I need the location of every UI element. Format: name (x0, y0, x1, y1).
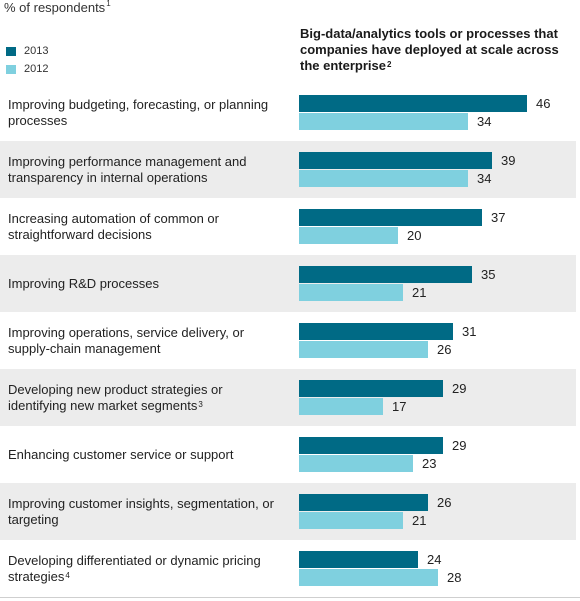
category-label: Improving operations, service delivery, … (8, 324, 245, 356)
chart-row: Improving R&D processes 35 21 (0, 255, 576, 312)
chart-row: Improving customer insights, segmentatio… (0, 483, 576, 540)
chart-row: Improving budgeting, forecasting, or pla… (0, 84, 576, 141)
value-label-2012: 21 (412, 285, 427, 300)
bar-2012 (299, 398, 383, 415)
value-label-2013: 29 (452, 381, 467, 396)
chart-title-footnote: 2 (386, 60, 392, 69)
value-label-2013: 37 (491, 210, 506, 225)
value-label-2013: 24 (427, 552, 442, 567)
bar-2013 (299, 437, 443, 454)
category-footnote: 3 (198, 399, 203, 409)
value-label-2013: 35 (481, 267, 496, 282)
value-label-2012: 23 (422, 456, 437, 471)
bar-2013 (299, 209, 482, 226)
value-label-2013: 26 (437, 495, 452, 510)
bar-2012 (299, 512, 403, 529)
bar-2012 (299, 569, 438, 586)
value-label-2013: 46 (536, 96, 551, 111)
category-label: Improving performance management and tra… (8, 153, 247, 185)
bottom-divider (0, 597, 580, 598)
chart-title: Big-data/analytics tools or processes th… (300, 26, 559, 73)
bar-2013 (299, 323, 453, 340)
bar-2012 (299, 455, 413, 472)
category-label: Developing new product strategies or ide… (8, 381, 223, 413)
category-label: Improving customer insights, segmentatio… (8, 495, 274, 527)
category-footnote: 4 (65, 570, 70, 580)
chart-row: Improving operations, service delivery, … (0, 312, 576, 369)
legend-item-2013: 2013 (6, 42, 48, 60)
bar-2013 (299, 551, 418, 568)
legend-label-2013: 2013 (24, 45, 49, 57)
chart-row: Developing new product strategies or ide… (0, 369, 576, 426)
bar-2013 (299, 95, 527, 112)
bar-2012 (299, 113, 468, 130)
category-label: Increasing automation of common or strai… (8, 210, 219, 242)
value-label-2012: 34 (477, 114, 492, 129)
chart-row: Enhancing customer service or support 29 2… (0, 426, 576, 483)
bar-2012 (299, 227, 398, 244)
bar-2013 (299, 266, 472, 283)
bar-2012 (299, 170, 468, 187)
value-label-2012: 20 (407, 228, 422, 243)
legend-swatch-2013 (6, 46, 16, 56)
bar-2013 (299, 380, 443, 397)
legend: 2013 2012 (6, 42, 48, 78)
category-label: Developing differentiated or dynamic pri… (8, 552, 261, 584)
value-label-2012: 26 (437, 342, 452, 357)
value-label-2012: 34 (477, 171, 492, 186)
bar-2013 (299, 152, 492, 169)
bar-2013 (299, 494, 428, 511)
legend-item-2012: 2012 (6, 60, 48, 78)
value-label-2012: 21 (412, 513, 427, 528)
unit-label: % of respondents1 (4, 0, 111, 15)
value-label-2013: 29 (452, 438, 467, 453)
legend-label-2012: 2012 (24, 63, 49, 75)
category-label: Enhancing customer service or support (8, 446, 234, 462)
value-label-2013: 31 (462, 324, 477, 339)
bar-2012 (299, 284, 403, 301)
value-label-2012: 17 (392, 399, 407, 414)
bar-2012 (299, 341, 428, 358)
value-label-2012: 28 (447, 570, 462, 585)
value-label-2013: 39 (501, 153, 516, 168)
unit-footnote: 1 (106, 0, 111, 8)
legend-swatch-2012 (6, 64, 16, 74)
chart-row: Developing differentiated or dynamic pri… (0, 540, 576, 597)
chart-row: Increasing automation of common or strai… (0, 198, 576, 255)
category-label: Improving budgeting, forecasting, or pla… (8, 96, 269, 128)
category-label: Improving R&D processes (8, 275, 159, 291)
chart-row: Improving performance management and tra… (0, 141, 576, 198)
